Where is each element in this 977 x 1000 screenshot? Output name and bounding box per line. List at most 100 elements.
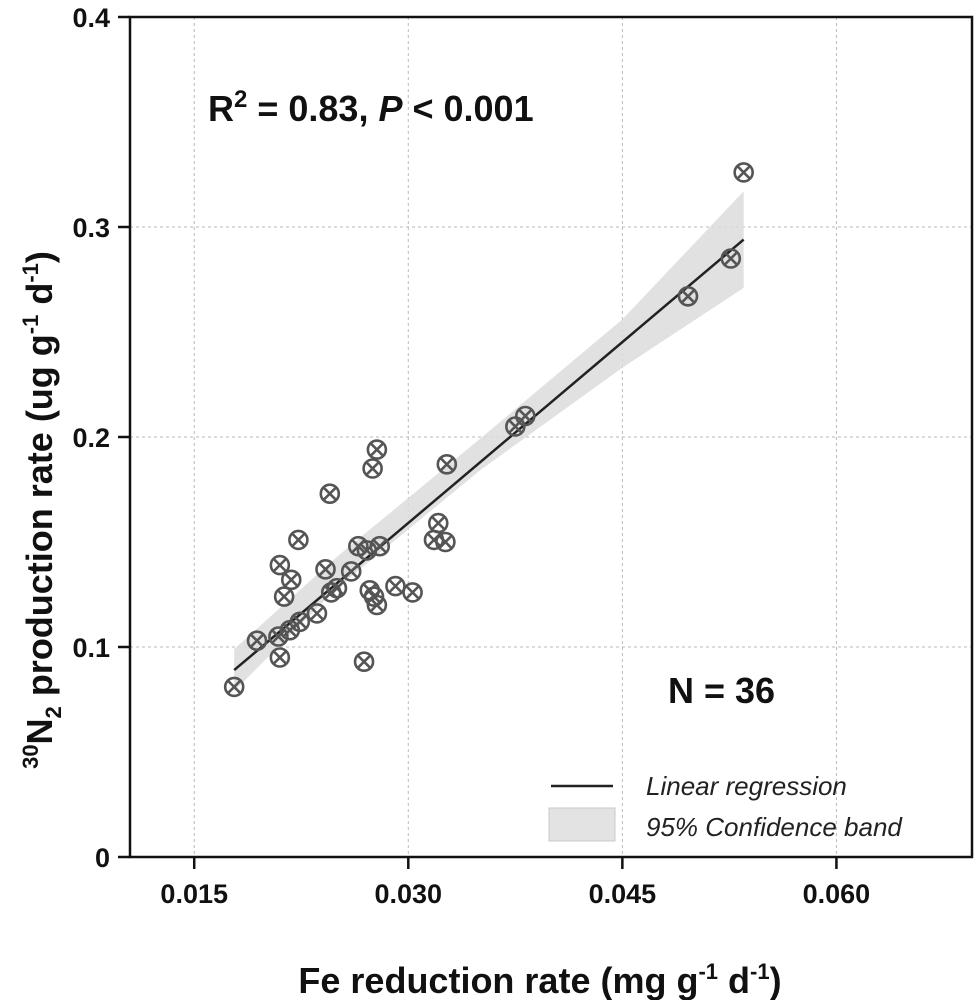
data-point-cross [369, 442, 385, 457]
data-point [269, 647, 291, 668]
data-point-circle [366, 439, 388, 460]
data-point-circle [436, 453, 458, 475]
data-point-circle [289, 611, 311, 633]
data-point-cross [249, 633, 265, 649]
data-point [273, 586, 295, 607]
legend-line-label: Linear regression [646, 771, 847, 801]
data-point-cross [365, 461, 380, 476]
data-point [362, 458, 383, 479]
data-points [223, 162, 754, 698]
r2-annotation: R2 = 0.83, P < 0.001 [208, 86, 534, 129]
data-point [366, 594, 388, 616]
data-point-circle [326, 577, 348, 599]
data-point-cross [276, 589, 292, 604]
x-tick-label: 0.045 [589, 879, 657, 909]
data-point-cross [439, 456, 455, 472]
data-point-cross [322, 486, 338, 502]
data-point-circle [720, 248, 742, 269]
data-point-circle [366, 594, 388, 616]
data-point [340, 561, 362, 582]
data-point-circle [353, 651, 375, 673]
legend-band-swatch [548, 807, 616, 842]
data-point [315, 558, 336, 580]
data-point-circle [677, 285, 699, 307]
grid [130, 16, 972, 857]
y-tick-label: 0.4 [72, 3, 110, 33]
data-point-cross [680, 288, 696, 304]
data-point-circle [273, 586, 295, 607]
data-point-cross [318, 561, 333, 577]
data-point [436, 453, 458, 475]
data-point-circle [435, 531, 456, 553]
regression-layer [233, 238, 745, 672]
data-point-circle [363, 586, 385, 607]
data-point-circle [280, 569, 302, 591]
data-point-cross [430, 515, 446, 531]
data-point-circle [340, 561, 362, 582]
data-point [720, 248, 742, 269]
data-point [353, 651, 375, 673]
data-point [385, 575, 406, 597]
x-tick-label: 0.030 [374, 879, 442, 909]
data-point-circle [268, 626, 289, 647]
data-point-cross [438, 534, 453, 550]
data-point-cross [343, 564, 359, 579]
data-point-cross [517, 408, 533, 424]
data-point [427, 512, 449, 534]
data-point [246, 630, 268, 652]
data-point-cross [272, 557, 288, 573]
data-point-circle [515, 405, 536, 427]
data-point-cross [369, 597, 385, 613]
data-point-cross [291, 532, 306, 548]
legend-band-label: 95% Confidence band [646, 812, 903, 842]
x-tick-label: 0.015 [160, 879, 228, 909]
data-point-cross [271, 629, 286, 644]
data-point-cross [283, 572, 299, 588]
legend: Linear regression 95% Confidence band [548, 771, 903, 842]
axes [118, 15, 974, 869]
data-point [306, 603, 328, 624]
y-tick-label: 0.2 [72, 423, 110, 453]
tick-labels: 0.015 0.030 0.045 0.060 0 0.1 0.2 0.3 0.4 [72, 3, 870, 909]
data-point-circle [402, 582, 423, 603]
data-point [369, 535, 391, 557]
data-point-cross [723, 251, 739, 266]
n-annotation: N = 36 [668, 670, 775, 711]
data-point-cross [372, 538, 388, 554]
data-point-circle [269, 554, 291, 576]
regression-line [233, 238, 745, 672]
data-point-cross [226, 679, 242, 695]
data-point [280, 569, 302, 591]
data-point-cross [405, 585, 420, 600]
data-point-circle [369, 535, 391, 557]
data-point-circle [427, 512, 449, 534]
data-point [289, 611, 311, 633]
data-point [677, 285, 699, 307]
data-point [366, 439, 388, 460]
data-point [733, 162, 754, 183]
data-point-circle [223, 676, 245, 698]
data-point [269, 554, 291, 576]
y-tick-label: 0 [95, 843, 110, 873]
data-point-cross [272, 650, 288, 665]
data-point-cross [736, 165, 751, 180]
data-point-cross [356, 654, 372, 670]
data-point [402, 582, 423, 603]
data-point-circle [288, 529, 309, 551]
data-point-circle [319, 483, 341, 505]
data-point [268, 626, 289, 647]
x-tick-label: 0.060 [803, 879, 871, 909]
data-point-circle [246, 630, 268, 652]
confidence-band [234, 191, 744, 692]
y-tick-label: 0.3 [72, 213, 110, 243]
confidence-band-layer [234, 191, 744, 692]
y-axis-title: 30N2 production rate (ug g-1 d-1) [18, 251, 66, 769]
data-point-cross [292, 614, 308, 630]
y-tick-label: 0.1 [72, 633, 110, 663]
data-point-cross [388, 578, 403, 594]
data-point-cross [309, 606, 325, 621]
data-point [515, 405, 536, 427]
x-axis-title: Fe reduction rate (mg g-1 d-1) [298, 959, 781, 1000]
data-point [435, 531, 456, 553]
